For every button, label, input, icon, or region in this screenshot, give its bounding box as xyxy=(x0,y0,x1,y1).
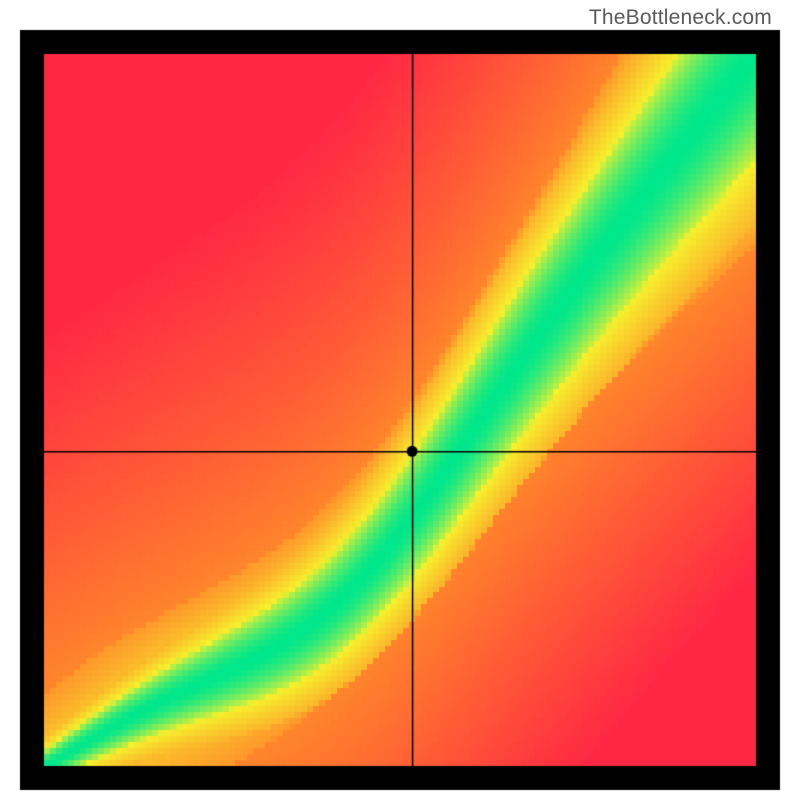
bottleneck-heatmap xyxy=(0,0,800,800)
watermark-text: TheBottleneck.com xyxy=(589,6,772,30)
chart-container: TheBottleneck.com xyxy=(0,0,800,800)
